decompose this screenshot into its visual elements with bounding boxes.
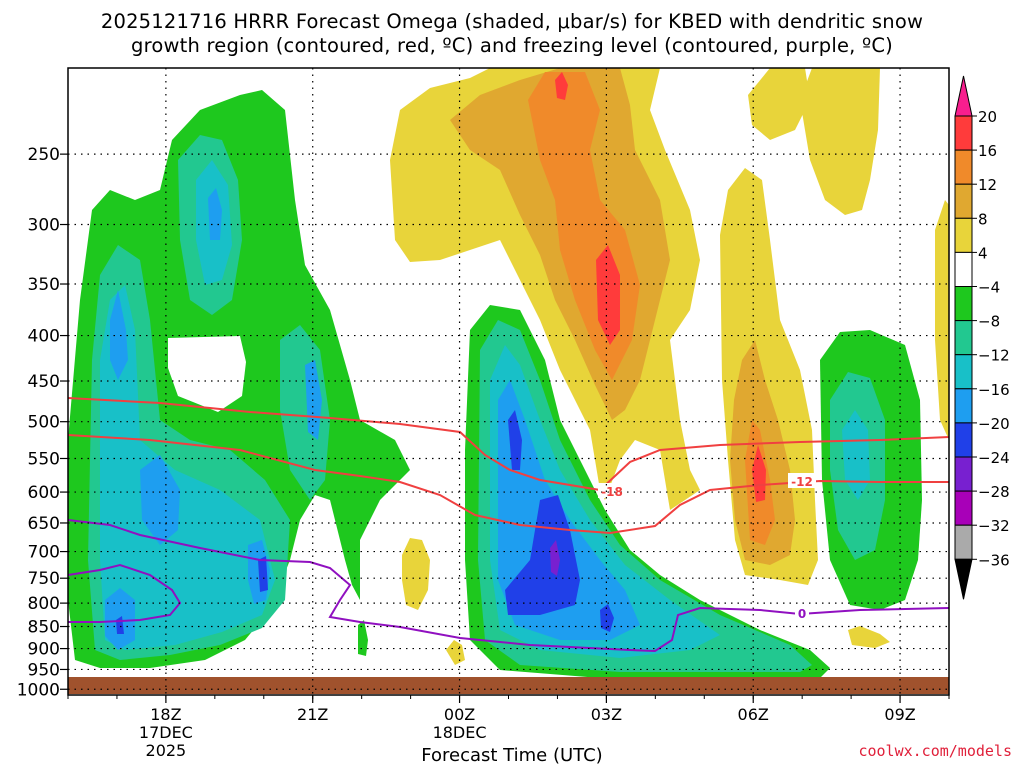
colorbar-segment [954, 149, 973, 185]
plot-grid [68, 68, 949, 695]
dgz-contour-lower [68, 434, 949, 535]
omega-region-green-small [358, 620, 368, 656]
chart-title-line1: 2025121716 HRRR Forecast Omega (shaded, … [100, 10, 924, 33]
y-tick-label: 900 [28, 640, 60, 660]
contour-label-freezing: 0 [798, 607, 806, 621]
omega-region-blue-upper [208, 188, 222, 240]
colorbar-segment [954, 524, 973, 560]
colorbar-segment [954, 354, 973, 390]
omega-region-yellow-edge [935, 200, 949, 440]
y-tick-label: 350 [28, 275, 60, 295]
omega-region-weak-hole [168, 336, 246, 412]
y-tick-label: 250 [28, 145, 60, 165]
colorbar-segment [954, 388, 973, 424]
contour-label-dgz-warm: -12 [791, 475, 813, 489]
y-tick-label: 500 [28, 413, 60, 433]
colorbar-segment [954, 490, 973, 526]
y-tick-label: 400 [28, 327, 60, 347]
y-tick-label: 700 [28, 543, 60, 563]
contour-label-dgz-cold: -18 [601, 485, 623, 499]
omega-region-blue-left2 [140, 455, 180, 545]
y-tick-label: 450 [28, 372, 60, 392]
x-tick-label: 09Z [884, 705, 915, 724]
y-tick-label: 300 [28, 216, 60, 236]
omega-region-blue-left [110, 290, 128, 380]
colorbar-label: 20 [978, 108, 997, 126]
x-tick-label: 06Z [738, 705, 769, 724]
x-tick-label: 00Z [444, 705, 475, 724]
colorbar-label: −36 [978, 551, 1010, 569]
y-tick-label: 550 [28, 449, 60, 469]
omega-region-darkblue-central [508, 410, 522, 470]
colorbar-label: 4 [978, 244, 988, 262]
omega-region-darkblue-central2 [505, 495, 580, 615]
y-tick-label: 600 [28, 483, 60, 503]
x-tick-date: 18DEC [433, 723, 487, 742]
x-tick-label: 18Z [150, 705, 181, 724]
omega-region-darkblue-left [258, 556, 268, 592]
colorbar-top-arrow [954, 75, 973, 117]
omega-region-yellow-small1 [402, 538, 430, 610]
colorbar-label: −28 [978, 483, 1010, 501]
colorbar-segment [954, 217, 973, 253]
y-axis: 2503003504004505005506006507007508008509… [17, 145, 68, 700]
colorbar-segment [954, 320, 973, 356]
omega-region-red-upper2 [596, 245, 620, 345]
colorbar-segment [954, 456, 973, 492]
omega-region-purple-central [550, 540, 560, 576]
colorbar-segment [954, 251, 973, 287]
omega-region-cyan-right [842, 410, 870, 500]
x-tick-year: 2025 [146, 741, 187, 760]
chart-title-line2: growth region (contoured, red, ºC) and f… [131, 34, 893, 57]
y-tick-label: 750 [28, 569, 60, 589]
freezing-contour-upper [68, 519, 949, 653]
contour-label-bg [598, 483, 626, 498]
omega-region-darkblue-central3 [600, 604, 614, 632]
omega-region-cyan-left [100, 285, 275, 650]
y-tick-label: 950 [28, 660, 60, 680]
x-tick-date: 17DEC [139, 723, 193, 742]
omega-region-yellow-small2 [446, 640, 465, 665]
omega-shading [68, 68, 949, 678]
y-tick-label: 1000 [17, 680, 60, 700]
credit-text: coolwx.com/models [858, 742, 1012, 760]
omega-region-teal-mid [280, 325, 330, 500]
colorbar-segment [954, 115, 973, 151]
colorbar: 20 16 12 8 4 −4 −8 −12 −16 −20 −24 −28 −32 −36 [954, 75, 1010, 600]
omega-region-blue-mid [305, 360, 322, 440]
x-tick-label: 21Z [297, 705, 328, 724]
colorbar-label: −16 [978, 381, 1010, 399]
omega-region-red-upper1 [555, 72, 568, 100]
omega-region-yellow-topright2 [800, 68, 880, 215]
colorbar-label: −20 [978, 415, 1010, 433]
contour-label-bg [795, 605, 809, 620]
contour-label-bg [788, 473, 816, 488]
colorbar-segment [954, 183, 973, 219]
contour-labels: -18 -12 0 [601, 475, 813, 621]
freezing-contour-lower [68, 563, 182, 623]
y-tick-label: 850 [28, 618, 60, 638]
colorbar-label: 16 [978, 142, 997, 160]
colorbar-label: −12 [978, 347, 1010, 365]
colorbar-label: −8 [978, 313, 1000, 331]
y-tick-label: 650 [28, 514, 60, 534]
colorbar-label: −24 [978, 449, 1010, 467]
omega-region-red-right [752, 445, 766, 502]
colorbar-label: −32 [978, 517, 1010, 535]
colorbar-label: −4 [978, 279, 1000, 297]
x-tick-label: 03Z [591, 705, 622, 724]
omega-region-yellow-topright1 [748, 68, 810, 140]
colorbar-bottom-arrow [954, 558, 973, 600]
colorbar-label: 8 [978, 210, 988, 228]
x-axis-title: Forecast Time (UTC) [421, 745, 603, 766]
omega-region-yellow-small3 [848, 626, 890, 648]
colorbar-segment [954, 286, 973, 322]
colorbar-segment [954, 422, 973, 458]
colorbar-label: 12 [978, 176, 997, 194]
y-tick-label: 800 [28, 594, 60, 614]
dgz-contour-upper [68, 397, 949, 492]
ground-strip [68, 677, 949, 694]
